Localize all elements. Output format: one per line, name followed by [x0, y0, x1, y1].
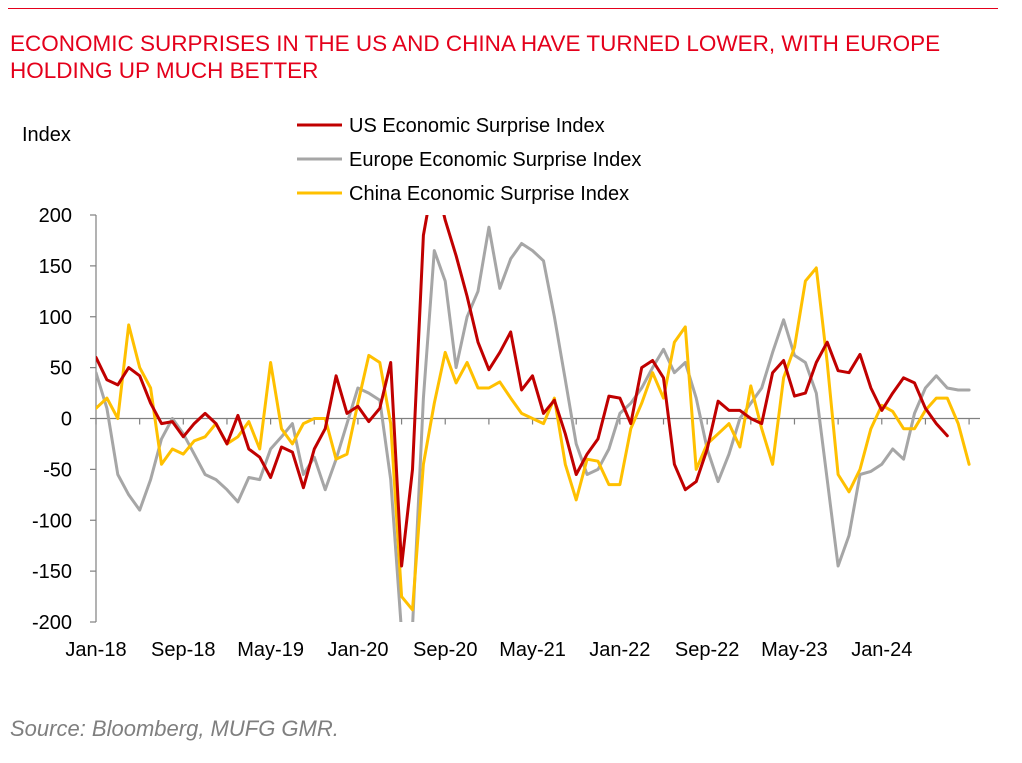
- legend-label: China Economic Surprise Index: [349, 183, 629, 205]
- y-tick-label: -150: [32, 561, 72, 583]
- x-tick-label: Jan-24: [851, 639, 912, 661]
- series-line-2: [96, 266, 971, 612]
- y-tick-label: 50: [50, 358, 72, 380]
- x-tick-label: Sep-22: [675, 639, 740, 661]
- y-tick-label: 150: [39, 256, 72, 278]
- x-tick-label: Jan-22: [589, 639, 650, 661]
- source-note: Source: Bloomberg, MUFG GMR.: [10, 716, 339, 741]
- y-tick-label: 200: [39, 205, 72, 227]
- top-rule: [8, 8, 998, 9]
- x-tick-label: May-21: [499, 639, 566, 661]
- legend: US Economic Surprise Index Europe Economi…: [297, 115, 641, 205]
- legend-label: Europe Economic Surprise Index: [349, 149, 641, 171]
- x-tick-label: May-23: [761, 639, 828, 661]
- y-tick-label: -100: [32, 510, 72, 532]
- x-tick-label: Jan-18: [65, 639, 126, 661]
- y-axis-label: Index: [22, 124, 71, 146]
- series-line-0: [96, 215, 949, 568]
- chart-title: ECONOMIC SURPRISES IN THE US AND CHINA H…: [10, 31, 941, 83]
- legend-label: US Economic Surprise Index: [349, 115, 605, 137]
- x-tick-label: May-19: [237, 639, 304, 661]
- x-tick-label: Sep-20: [413, 639, 478, 661]
- series-layer: [96, 215, 971, 622]
- series-line-1: [96, 225, 971, 622]
- x-tick-label: Sep-18: [151, 639, 216, 661]
- y-tick-label: 100: [39, 307, 72, 329]
- y-tick-label: 0: [61, 409, 72, 431]
- y-tick-label: -50: [43, 459, 72, 481]
- line-chart: Index US Economic Surprise Index Europe E…: [22, 115, 980, 661]
- y-tick-label: -200: [32, 612, 72, 634]
- x-tick-label: Jan-20: [327, 639, 388, 661]
